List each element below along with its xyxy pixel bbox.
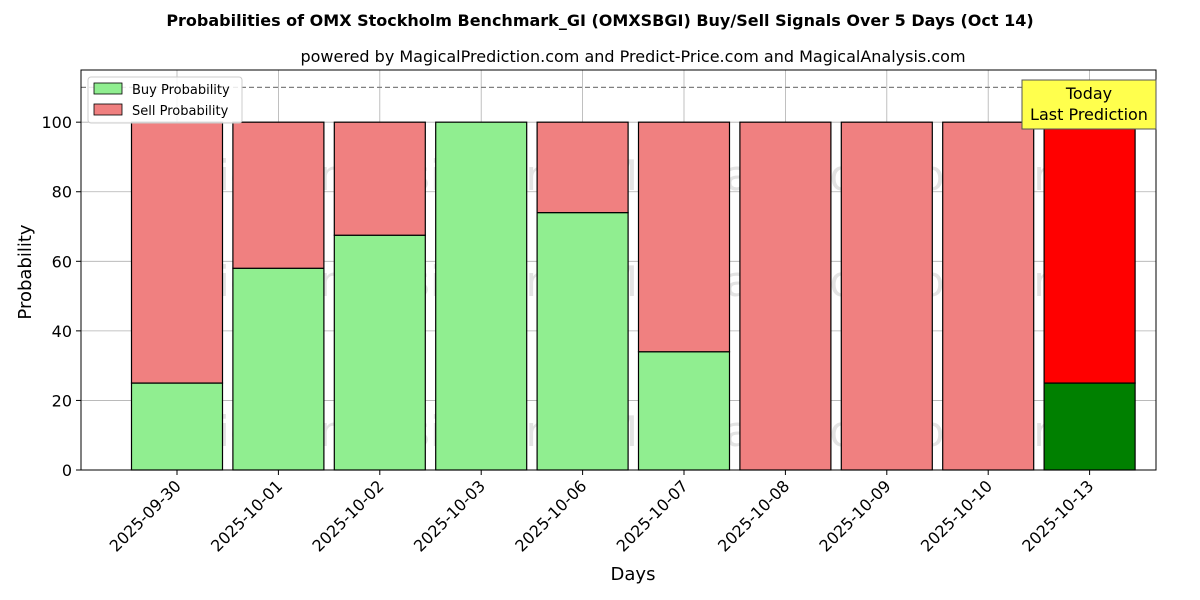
- bar-sell: [840, 121, 933, 471]
- y-axis: 0 20 40 60 80 100: [41, 113, 81, 480]
- x-tick-label: 2025-10-09: [815, 476, 894, 555]
- x-tick-label: 2025-10-10: [917, 476, 996, 555]
- bar-buy: [130, 382, 224, 471]
- y-tick-label: 60: [52, 252, 72, 271]
- x-tick-label: 2025-10-07: [613, 476, 692, 555]
- y-tick-label: 0: [62, 461, 72, 480]
- bar-buy: [435, 121, 528, 471]
- legend-box: [87, 76, 243, 124]
- x-tick-label: 2025-10-08: [714, 476, 793, 555]
- y-axis-label: Probability: [15, 224, 36, 319]
- bar-buy: [232, 267, 325, 471]
- bar-sell: [942, 121, 1035, 471]
- legend-label-sell: Sell Probability: [132, 104, 229, 119]
- annotation-line-1: Today: [1065, 84, 1112, 103]
- annotation-line-2: Last Prediction: [1030, 105, 1148, 124]
- y-tick-label: 40: [52, 322, 72, 341]
- today-annotation: Today Last Prediction: [1021, 79, 1157, 130]
- x-tick-label: 2025-10-13: [1018, 476, 1097, 555]
- bar-buy: [637, 351, 731, 471]
- x-tick-label: 2025-10-02: [308, 476, 387, 555]
- bar-sell: [536, 121, 629, 214]
- x-axis-label: Days: [611, 564, 656, 585]
- legend-swatch-sell: [93, 103, 123, 116]
- bar-sell: [637, 121, 731, 353]
- annotation-box: [1021, 79, 1157, 130]
- x-tick-label: 2025-09-30: [106, 476, 185, 555]
- bar-buy: [1043, 382, 1136, 471]
- bars-layer: [130, 121, 1136, 471]
- chart-title: Probabilities of OMX Stockholm Benchmark…: [166, 11, 1033, 30]
- bar-sell: [333, 121, 426, 236]
- x-tick-label: 2025-10-06: [511, 476, 590, 555]
- bar-sell: [232, 121, 325, 269]
- bar-buy: [333, 234, 426, 471]
- y-tick-label: 80: [52, 183, 72, 202]
- legend-label-buy: Buy Probability: [132, 83, 230, 98]
- plot-frame: [80, 69, 1157, 471]
- chart-subtitle: powered by MagicalPrediction.com and Pre…: [300, 47, 965, 66]
- legend-swatch-buy: [93, 82, 123, 95]
- x-axis: 2025-09-30 2025-10-01 2025-10-02 2025-10-03…: [106, 470, 1097, 556]
- bar-buy: [536, 212, 629, 471]
- y-tick-label: 20: [52, 391, 72, 410]
- legend: Buy Probability Sell Probability: [87, 76, 243, 124]
- bar-sell: [130, 121, 224, 384]
- bar-sell: [1043, 121, 1136, 384]
- x-tick-label: 2025-10-01: [207, 476, 286, 555]
- x-tick-label: 2025-10-03: [410, 476, 489, 555]
- y-tick-label: 100: [41, 113, 72, 132]
- bar-sell: [739, 121, 832, 471]
